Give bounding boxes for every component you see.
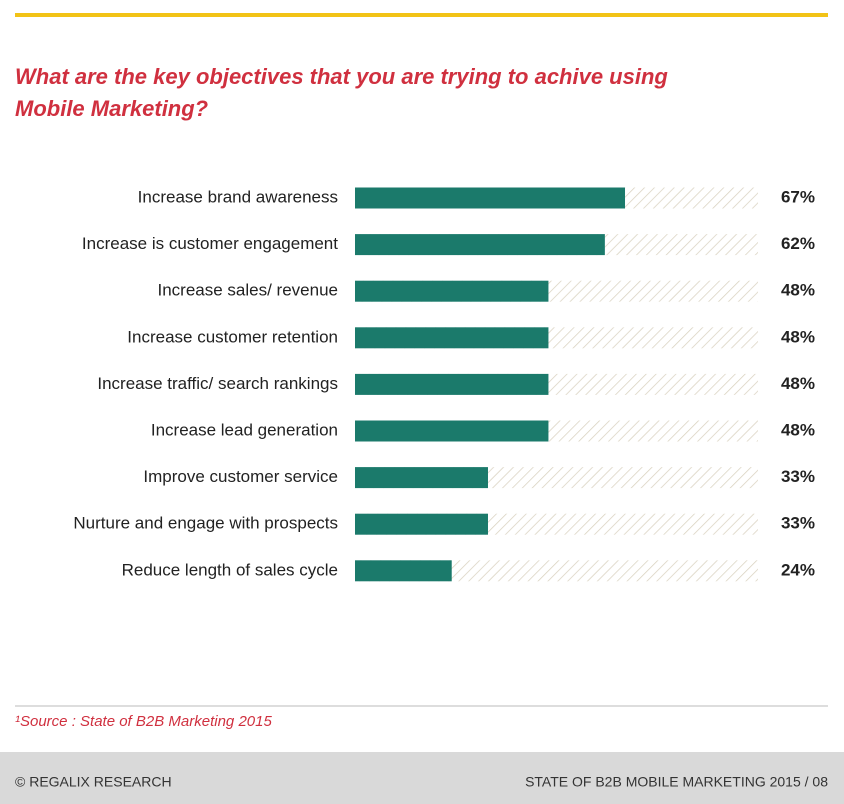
- top-rule: [15, 13, 828, 17]
- bar: [355, 420, 549, 442]
- category-label: Reduce length of sales cycle: [122, 560, 338, 579]
- category-label: Improve customer service: [143, 467, 338, 486]
- bar: [355, 513, 488, 535]
- chart-title: What are the key objectives that you are…: [15, 64, 668, 121]
- value-label: 48%: [781, 374, 815, 393]
- bar: [355, 187, 626, 209]
- footer-band: [0, 752, 844, 804]
- bar: [355, 327, 549, 349]
- footer-right: STATE OF B2B MOBILE MARKETING 2015 / 08: [525, 774, 828, 790]
- value-label: 48%: [781, 420, 815, 439]
- value-label: 48%: [781, 327, 815, 346]
- footer-left: © REGALIX RESEARCH: [15, 774, 172, 790]
- category-label: Nurture and engage with prospects: [73, 514, 338, 533]
- bar-track: [355, 560, 758, 582]
- category-label: Increase traffic/ search rankings: [97, 374, 338, 393]
- value-label: 33%: [781, 467, 815, 486]
- bar: [355, 234, 605, 256]
- source-note: ¹Source : State of B2B Marketing 2015: [15, 713, 272, 730]
- value-label: 24%: [781, 560, 815, 579]
- value-label: 48%: [781, 281, 815, 300]
- category-label: Increase sales/ revenue: [158, 281, 339, 300]
- category-label: Increase brand awareness: [138, 187, 338, 206]
- bar: [355, 467, 488, 489]
- value-label: 33%: [781, 514, 815, 533]
- value-label: 67%: [781, 187, 815, 206]
- category-label: Increase lead generation: [151, 420, 338, 439]
- bar: [355, 280, 549, 302]
- category-label: Increase is customer engagement: [82, 234, 338, 253]
- bar: [355, 373, 549, 395]
- bar: [355, 560, 452, 582]
- value-label: 62%: [781, 234, 815, 253]
- category-label: Increase customer retention: [127, 327, 338, 346]
